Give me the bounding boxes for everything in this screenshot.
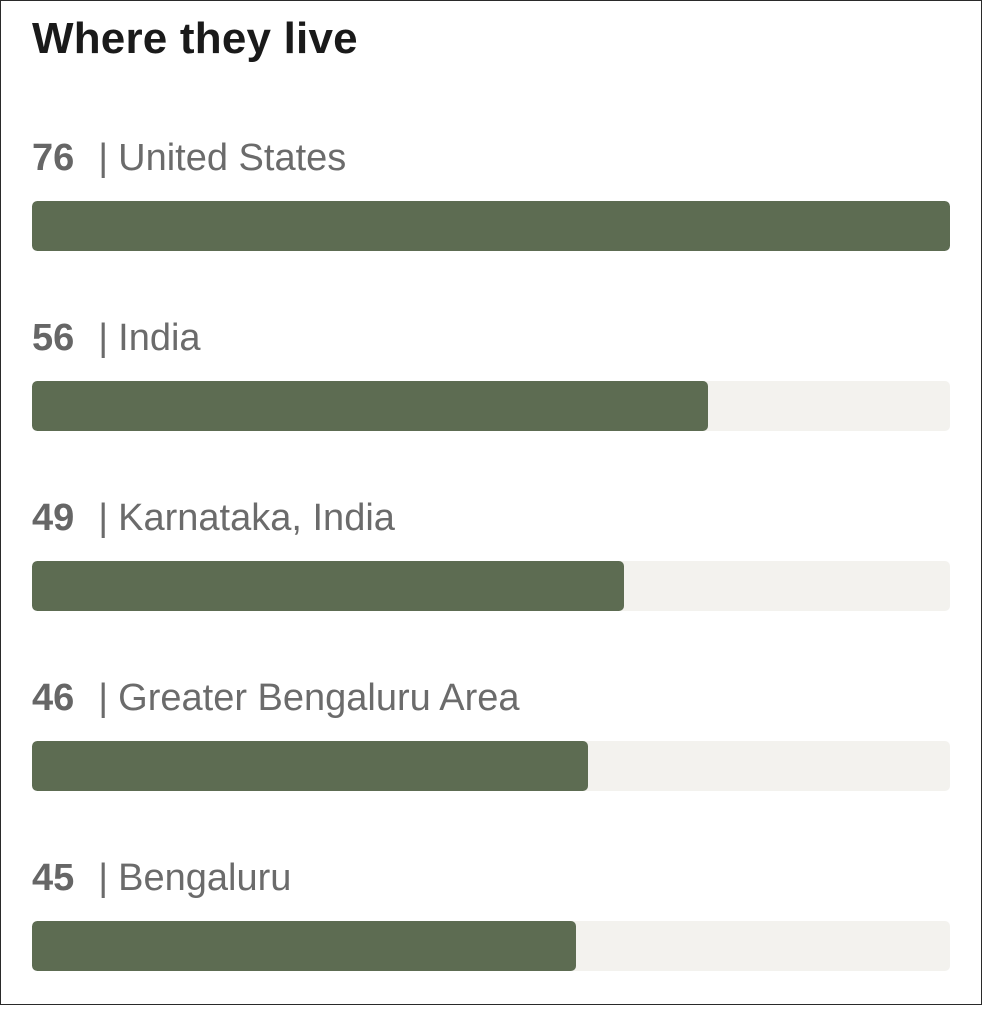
location-label: 76 | United States (32, 136, 346, 180)
location-row: 45 | Bengaluru (32, 856, 950, 1036)
location-bar-list: 76 | United States 56 | India 49 | Karnataka, In… (32, 136, 950, 1036)
bar-fill (32, 741, 588, 791)
location-name: Bengaluru (118, 857, 292, 899)
bar-track (32, 561, 950, 611)
bar-track (32, 201, 950, 251)
label-separator: | (98, 857, 109, 899)
location-name: United States (118, 137, 347, 179)
location-count: 56 (32, 317, 75, 359)
location-label: 46 | Greater Bengaluru Area (32, 676, 520, 720)
bar-track (32, 741, 950, 791)
card-title: Where they live (32, 14, 358, 63)
bar-track (32, 381, 950, 431)
bar-fill (32, 381, 708, 431)
location-count: 46 (32, 677, 75, 719)
label-separator: | (98, 137, 109, 179)
location-name: Karnataka, India (118, 497, 395, 539)
location-count: 45 (32, 857, 75, 899)
location-count: 49 (32, 497, 75, 539)
location-row: 76 | United States (32, 136, 950, 316)
location-label: 45 | Bengaluru (32, 856, 291, 900)
where-they-live-card: Where they live 76 | United States 56 | India… (0, 0, 982, 1005)
location-name: India (118, 317, 201, 359)
bar-fill (32, 561, 624, 611)
bar-track (32, 921, 950, 971)
location-label: 56 | India (32, 316, 201, 360)
label-separator: | (98, 317, 109, 359)
location-row: 46 | Greater Bengaluru Area (32, 676, 950, 856)
location-label: 49 | Karnataka, India (32, 496, 395, 540)
location-row: 56 | India (32, 316, 950, 496)
location-name: Greater Bengaluru Area (118, 677, 520, 719)
bar-fill (32, 921, 576, 971)
location-row: 49 | Karnataka, India (32, 496, 950, 676)
bar-fill (32, 201, 950, 251)
location-count: 76 (32, 137, 75, 179)
label-separator: | (98, 497, 109, 539)
label-separator: | (98, 677, 109, 719)
